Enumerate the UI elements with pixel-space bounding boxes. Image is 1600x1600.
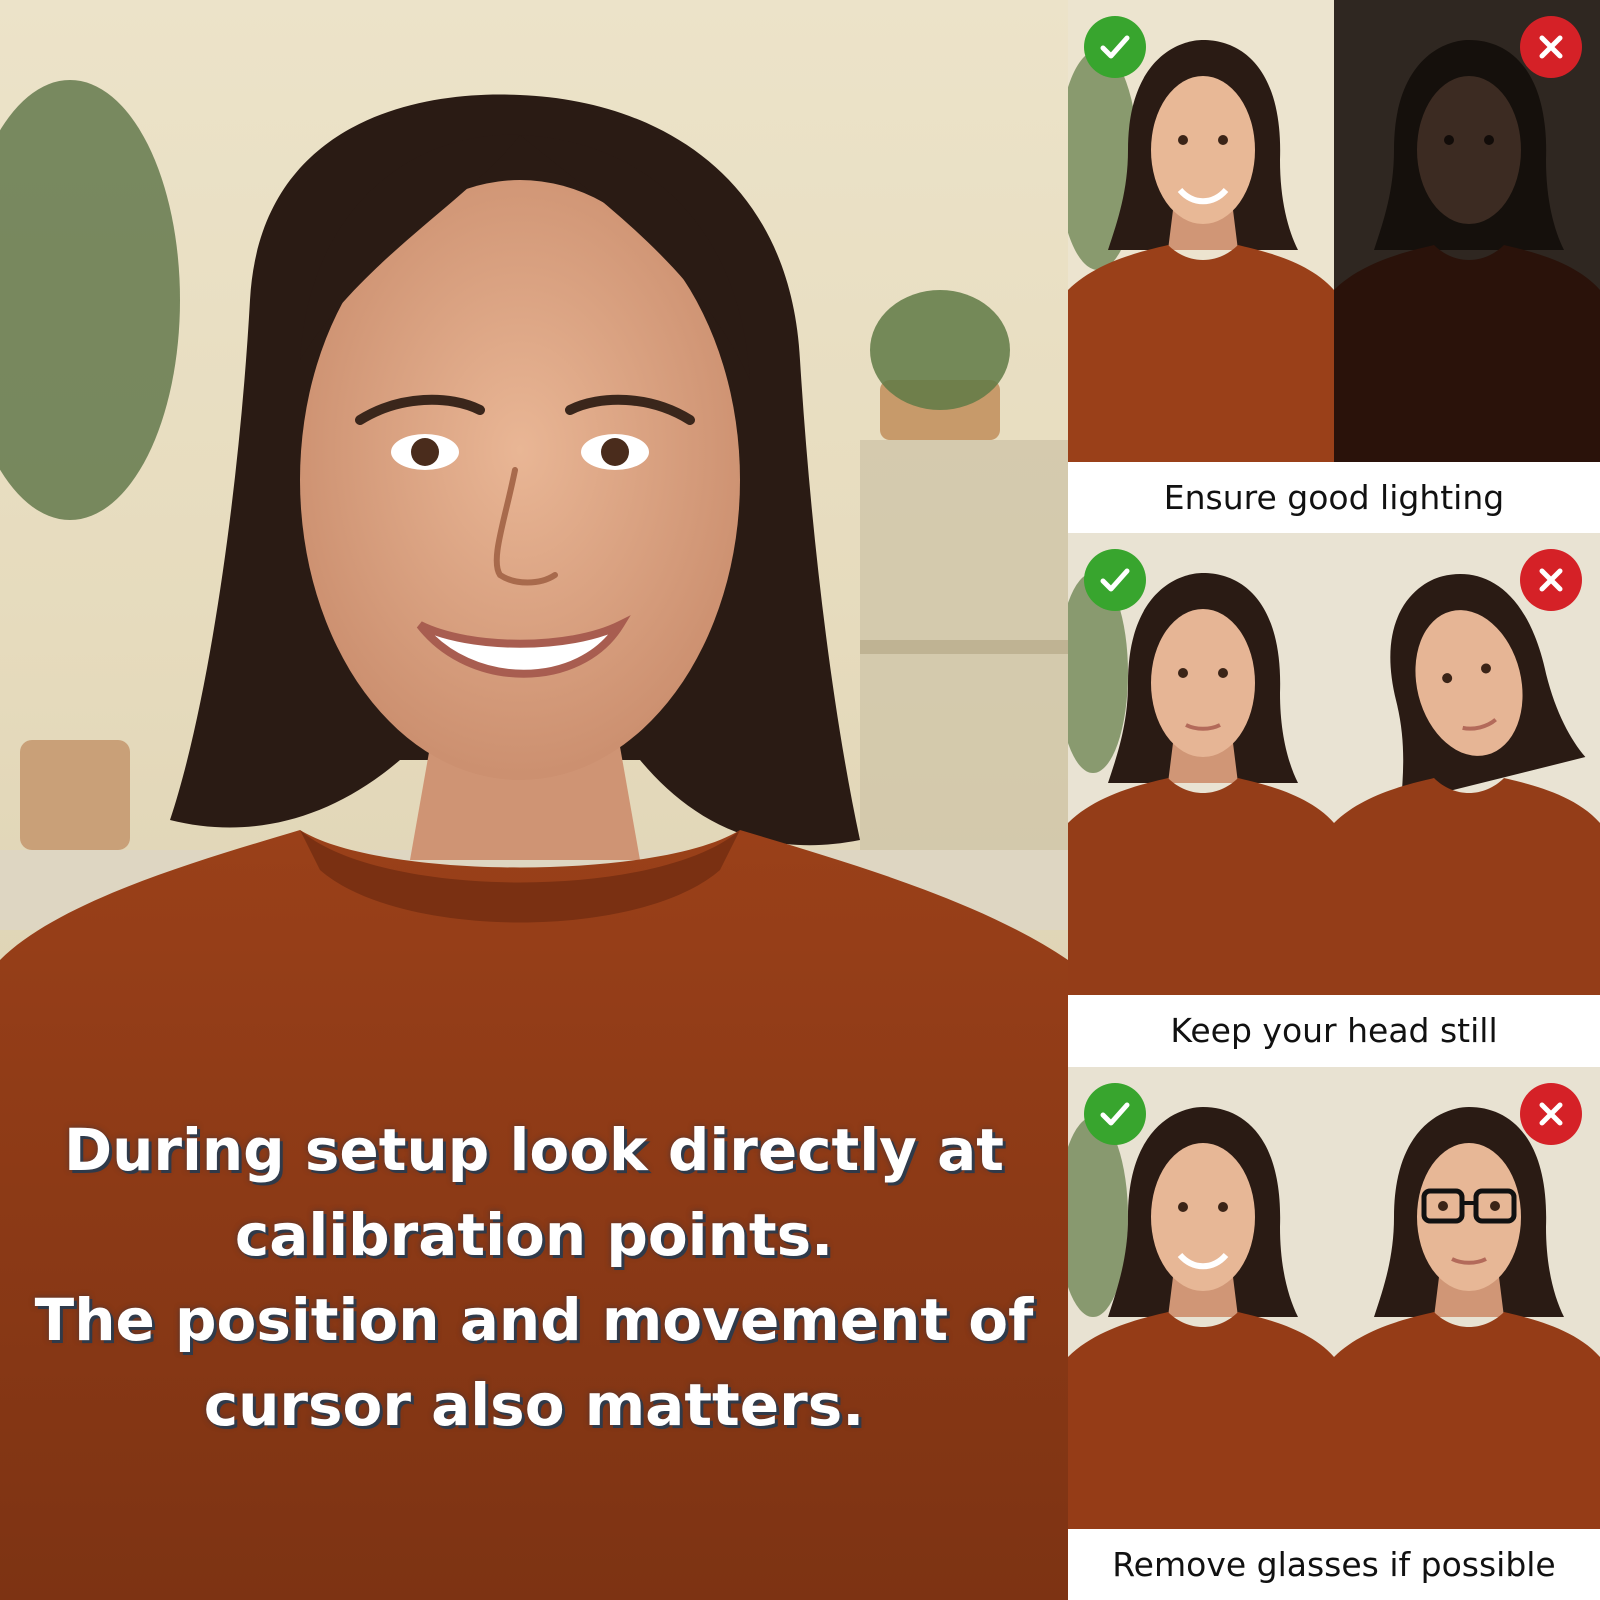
cross-icon (1539, 1102, 1563, 1126)
check-badge (1084, 549, 1146, 611)
cross-badge (1520, 1083, 1582, 1145)
tip-head-still: Keep your head still (1068, 533, 1600, 1066)
main-portrait-photo: During setup look directly at calibratio… (0, 0, 1068, 1600)
bad-example-photo (1334, 1067, 1600, 1529)
tips-panel: Ensure good lighting (1068, 0, 1600, 1600)
caption-line-3: The position and movement of (34, 1286, 1034, 1354)
check-icon (1100, 1102, 1130, 1126)
check-badge (1084, 1083, 1146, 1145)
cross-badge (1520, 549, 1582, 611)
comparison-pair (1068, 533, 1600, 995)
tip-label: Keep your head still (1068, 995, 1600, 1066)
straight-head-portrait (1068, 533, 1334, 995)
check-icon (1100, 568, 1130, 592)
cross-icon (1539, 568, 1563, 592)
tilted-head-portrait (1334, 533, 1600, 995)
good-example-photo (1068, 0, 1334, 462)
tip-lighting: Ensure good lighting (1068, 0, 1600, 533)
bad-example-photo (1334, 0, 1600, 462)
check-badge (1084, 16, 1146, 78)
check-icon (1100, 35, 1130, 59)
woman-portrait-illustration (0, 80, 1068, 1600)
comparison-pair (1068, 1067, 1600, 1529)
glasses-portrait (1334, 1067, 1600, 1529)
caption-line-2: calibration points. (234, 1201, 834, 1269)
bad-example-photo (1334, 533, 1600, 995)
main-instruction-caption: During setup look directly at calibratio… (20, 1108, 1048, 1448)
caption-line-1: During setup look directly at (63, 1116, 1005, 1184)
caption-line-4: cursor also matters. (203, 1371, 865, 1439)
comparison-pair (1068, 0, 1600, 462)
cross-badge (1520, 16, 1582, 78)
tip-remove-glasses: Remove glasses if possible (1068, 1067, 1600, 1600)
dark-portrait (1334, 0, 1600, 462)
tip-label: Remove glasses if possible (1068, 1529, 1600, 1600)
good-example-photo (1068, 533, 1334, 995)
cross-icon (1539, 35, 1563, 59)
good-example-photo (1068, 1067, 1334, 1529)
tip-label: Ensure good lighting (1068, 462, 1600, 533)
well-lit-portrait (1068, 0, 1334, 462)
